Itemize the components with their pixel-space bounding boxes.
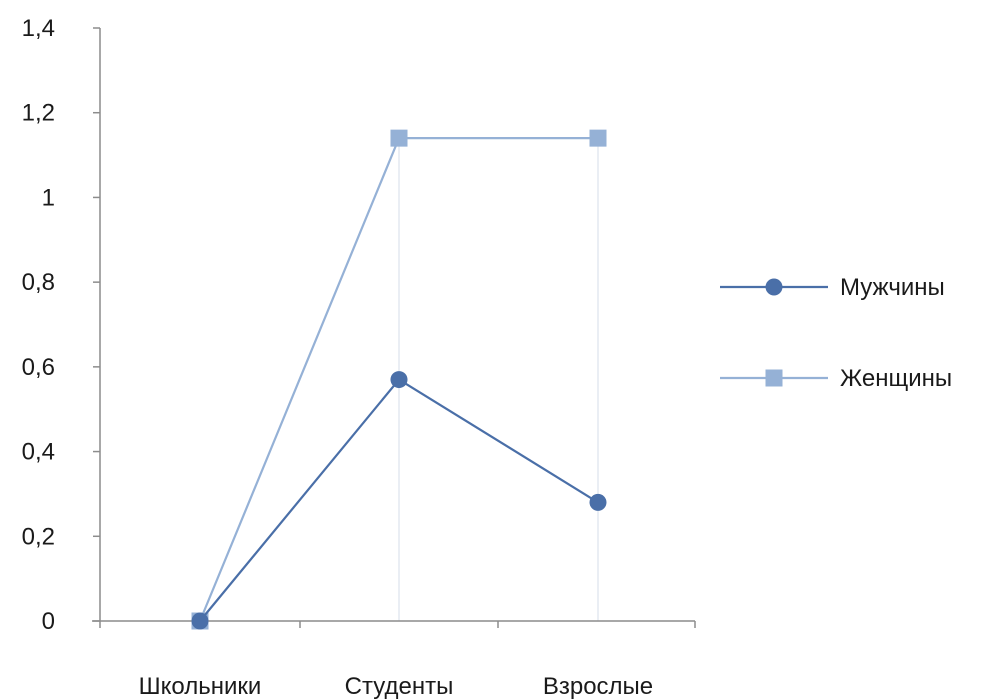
data-point: [589, 129, 607, 147]
x-category-label: Школьники: [139, 673, 262, 700]
y-tick-label: 0,8: [22, 269, 55, 296]
legend-label: Женщины: [840, 365, 952, 392]
data-point: [390, 129, 408, 147]
x-category-label: Взрослые: [543, 673, 653, 700]
y-tick-label: 0,4: [22, 439, 55, 466]
data-point: [191, 612, 209, 630]
data-point: [589, 493, 607, 511]
legend-marker: [765, 369, 783, 387]
grid-lines: [398, 138, 599, 621]
legend-marker: [765, 278, 783, 296]
series-lines: [191, 129, 607, 630]
legend: Мужчины Женщины: [720, 274, 952, 392]
y-tick-label: 1,4: [22, 15, 55, 42]
y-tick-label: 0: [42, 608, 55, 635]
legend-entry-2: Женщины: [720, 365, 952, 392]
data-point: [390, 371, 408, 389]
legend-label: Мужчины: [840, 274, 945, 301]
y-tick-label: 1: [42, 184, 55, 211]
x-axis-category-labels: Школьники Студенты Взрослые: [139, 673, 653, 700]
legend-entry-1: Мужчины: [720, 274, 945, 301]
y-tick-label: 0,2: [22, 523, 55, 550]
y-tick-label: 1,2: [22, 100, 55, 127]
x-category-label: Студенты: [345, 673, 454, 700]
y-tick-label: 0,6: [22, 354, 55, 381]
y-axis-tick-labels: 0 0,2 0,4 0,6 0,8 1 1,2 1,4: [22, 15, 55, 635]
axes: [92, 27, 696, 628]
